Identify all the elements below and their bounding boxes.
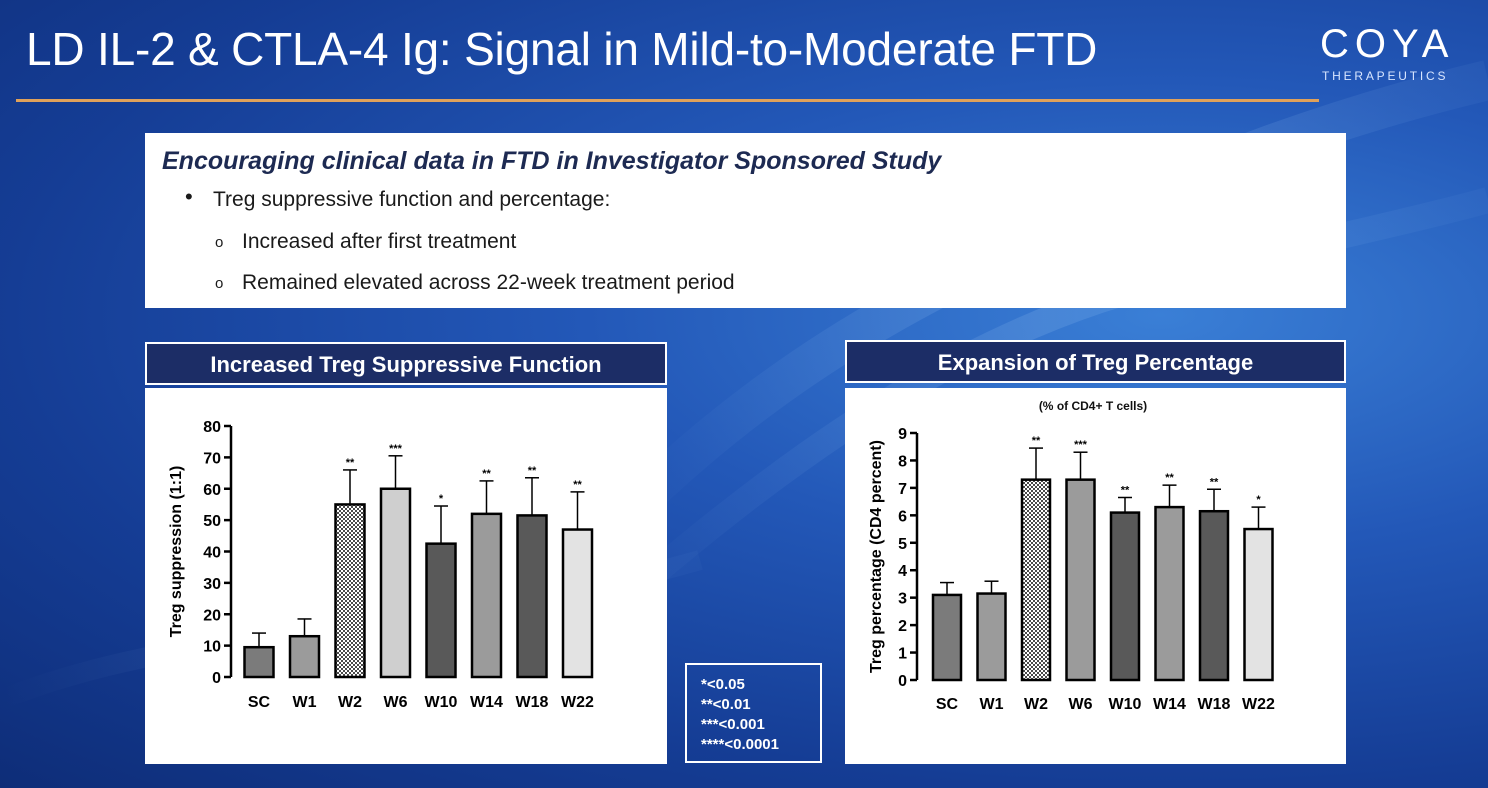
title-underline xyxy=(16,99,1319,102)
bar-w6 xyxy=(1065,478,1096,682)
left-panel-title: Increased Treg Suppressive Function xyxy=(145,342,667,385)
legend-item: ****<0.0001 xyxy=(701,736,779,753)
x-tick-label: W1 xyxy=(980,696,1004,713)
y-tick-label: 3 xyxy=(898,591,907,608)
significance-label: *** xyxy=(389,443,403,455)
significance-label: ** xyxy=(528,465,537,477)
bar-w14 xyxy=(1154,505,1185,682)
bar-w14 xyxy=(470,512,503,679)
legend-item: *<0.05 xyxy=(701,676,745,693)
x-tick-label: W10 xyxy=(425,694,458,711)
y-axis-label: Treg percentage (CD4 percent) xyxy=(868,440,885,673)
slide-title: LD IL-2 & CTLA-4 Ig: Signal in Mild-to-M… xyxy=(26,23,1098,75)
legend-item: **<0.01 xyxy=(701,696,751,713)
y-tick-label: 5 xyxy=(898,536,907,553)
summary-heading: Encouraging clinical data in FTD in Inve… xyxy=(162,147,942,175)
bar-w22 xyxy=(1243,527,1274,682)
y-tick-label: 30 xyxy=(203,576,221,593)
y-tick-label: 20 xyxy=(203,607,221,624)
y-tick-label: 2 xyxy=(898,618,907,635)
x-tick-label: W6 xyxy=(1069,696,1093,713)
x-tick-label: W22 xyxy=(561,694,594,711)
left-chart-panel: 0 10 20 30 40 50 60 70 80 Treg suppression (1:1) S… xyxy=(145,388,667,764)
x-tick-label: W18 xyxy=(1198,696,1231,713)
x-tick-label: SC xyxy=(936,696,959,713)
bullet-dot-icon: • xyxy=(185,184,193,209)
bar-w10 xyxy=(425,542,457,679)
right-chart-panel: (% of CD4+ T cells) 0 1 2 3 4 5 6 7 8 9 Treg percen… xyxy=(845,388,1346,764)
right-panel-title: Expansion of Treg Percentage xyxy=(845,340,1346,383)
treg-suppression-chart: 0 10 20 30 40 50 60 70 80 Treg suppression (1:1) S… xyxy=(168,419,594,711)
y-tick-label: 40 xyxy=(203,545,221,562)
logo-word: COYA xyxy=(1320,22,1455,66)
significance-label: ** xyxy=(1165,472,1174,484)
y-tick-label: 8 xyxy=(898,453,907,470)
sub-bullet-text: Increased after first treatment xyxy=(242,230,517,253)
y-tick-label: 6 xyxy=(898,508,907,525)
significance-label: * xyxy=(1256,494,1261,506)
company-logo: COYA THERAPEUTICS xyxy=(1320,22,1480,86)
x-tick-label: W2 xyxy=(1024,696,1048,713)
x-tick-label: W6 xyxy=(384,694,408,711)
bullet-text: Treg suppressive function and percentage… xyxy=(213,188,611,211)
bar-w22 xyxy=(561,528,594,679)
chart-subtitle: (% of CD4+ T cells) xyxy=(1039,399,1147,413)
x-tick-label: W10 xyxy=(1109,696,1142,713)
y-tick-label: 50 xyxy=(203,513,221,530)
significance-label: ** xyxy=(1032,435,1041,447)
sub-bullet-text: Remained elevated across 22-week treatme… xyxy=(242,271,735,294)
bar-sc xyxy=(931,593,963,682)
significance-label: ** xyxy=(573,479,582,491)
legend-item: ***<0.001 xyxy=(701,716,765,733)
hollow-circle-icon: o xyxy=(215,234,224,251)
y-tick-label: 70 xyxy=(203,450,221,467)
y-tick-label: 10 xyxy=(203,639,221,656)
treg-percentage-chart: (% of CD4+ T cells) 0 1 2 3 4 5 6 7 8 9 Treg percen… xyxy=(868,399,1275,713)
y-tick-label: 0 xyxy=(898,673,907,690)
bar-w1 xyxy=(976,592,1007,682)
bar-w2 xyxy=(334,503,366,679)
y-axis-label: Treg suppression (1:1) xyxy=(168,466,185,638)
y-tick-label: 9 xyxy=(898,426,907,443)
y-tick-label: 1 xyxy=(898,646,907,663)
x-tick-label: W1 xyxy=(293,694,317,711)
x-tick-label: W14 xyxy=(470,694,503,711)
y-tick-label: 60 xyxy=(203,482,221,499)
significance-label: ** xyxy=(1121,484,1130,496)
bar-w10 xyxy=(1109,511,1141,682)
bar-w6 xyxy=(379,487,412,679)
hollow-circle-icon: o xyxy=(215,275,224,292)
y-tick-label: 4 xyxy=(898,563,907,580)
x-tick-label: SC xyxy=(248,694,271,711)
summary-box: Encouraging clinical data in FTD in Inve… xyxy=(145,133,1346,308)
significance-label: ** xyxy=(346,457,355,469)
x-tick-label: W18 xyxy=(516,694,549,711)
bar-w18 xyxy=(516,514,548,679)
x-tick-label: W14 xyxy=(1153,696,1186,713)
significance-legend: *<0.05 **<0.01 ***<0.001 ****<0.0001 xyxy=(685,663,822,763)
bar-w18 xyxy=(1198,509,1230,682)
significance-label: * xyxy=(439,493,444,505)
x-tick-label: W2 xyxy=(338,694,362,711)
y-tick-label: 7 xyxy=(898,481,907,498)
bar-w1 xyxy=(288,634,321,679)
y-tick-label: 0 xyxy=(212,670,221,687)
significance-label: *** xyxy=(1074,439,1088,451)
x-tick-label: W22 xyxy=(1242,696,1275,713)
bar-w2 xyxy=(1020,478,1052,682)
logo-subtitle: THERAPEUTICS xyxy=(1322,69,1449,83)
y-tick-label: 80 xyxy=(203,419,221,436)
bar-sc xyxy=(243,645,275,679)
significance-label: ** xyxy=(482,468,491,480)
significance-label: ** xyxy=(1210,476,1219,488)
